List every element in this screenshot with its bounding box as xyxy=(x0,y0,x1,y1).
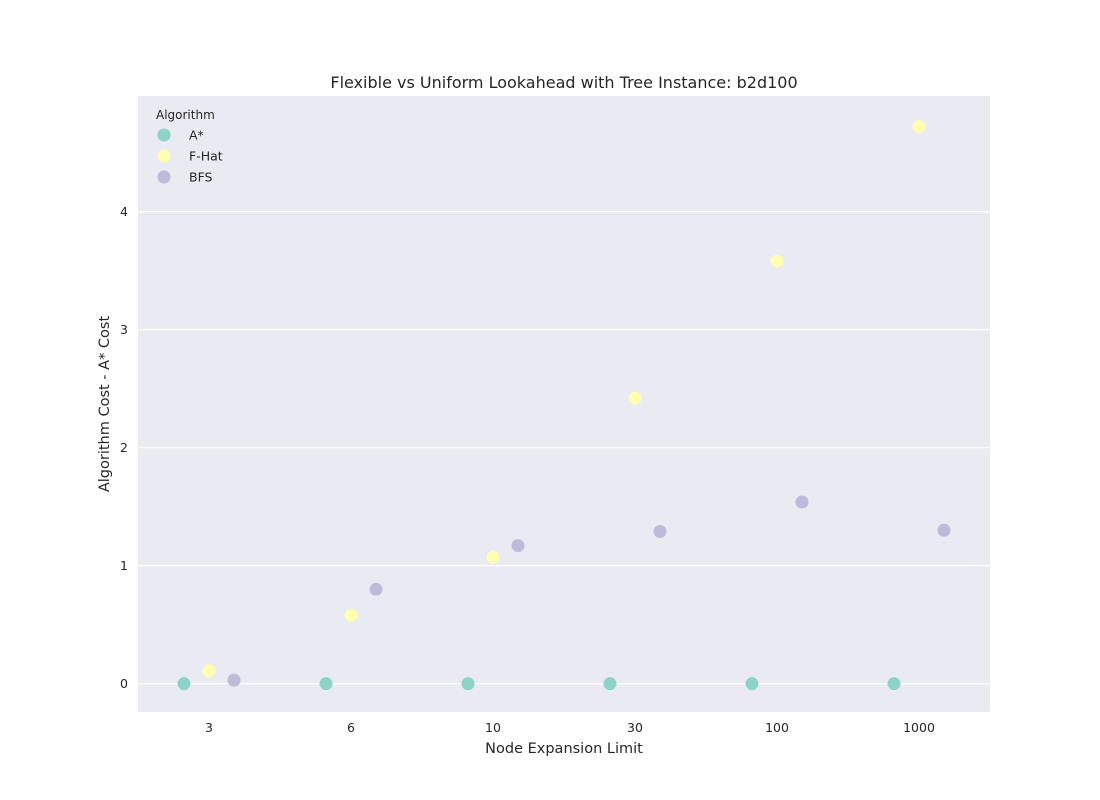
y-tick-label: 2 xyxy=(120,440,128,455)
data-point-fhat xyxy=(202,664,216,678)
data-point-fhat xyxy=(912,120,926,134)
legend-label: F-Hat xyxy=(189,149,223,164)
data-point-a xyxy=(319,677,333,691)
x-tick-labels: 3 6 10 30 100 1000 xyxy=(205,720,935,735)
legend-marker xyxy=(157,170,171,184)
x-tick-label: 3 xyxy=(205,720,213,735)
y-tick-label: 1 xyxy=(120,558,128,573)
chart-title: Flexible vs Uniform Lookahead with Tree … xyxy=(330,73,797,92)
data-point-a xyxy=(887,677,901,691)
plot-area xyxy=(138,96,990,712)
data-point-a xyxy=(461,677,475,691)
legend-marker xyxy=(157,128,171,142)
x-tick-label: 100 xyxy=(765,720,789,735)
y-tick-label: 3 xyxy=(120,322,128,337)
data-point-fhat xyxy=(344,608,358,622)
y-axis-label: Algorithm Cost - A* Cost xyxy=(97,316,113,493)
data-point-bfs xyxy=(937,523,951,537)
y-tick-label: 4 xyxy=(120,204,128,219)
legend: Algorithm A* F-Hat BFS xyxy=(156,108,223,185)
x-tick-label: 10 xyxy=(485,720,501,735)
data-point-fhat xyxy=(628,391,642,405)
data-points xyxy=(177,120,951,691)
x-axis-label: Node Expansion Limit xyxy=(485,741,643,757)
legend-marker xyxy=(157,149,171,163)
data-point-fhat xyxy=(486,550,500,564)
data-point-fhat xyxy=(770,254,784,268)
data-point-a xyxy=(177,677,191,691)
data-point-bfs xyxy=(227,673,241,687)
y-tick-labels: 0 1 2 3 4 xyxy=(120,204,128,691)
data-point-bfs xyxy=(795,495,809,509)
legend-title: Algorithm xyxy=(156,108,215,122)
legend-label: A* xyxy=(189,128,204,143)
data-point-bfs xyxy=(369,582,383,596)
x-tick-label: 6 xyxy=(347,720,355,735)
data-point-a xyxy=(745,677,759,691)
grid-lines xyxy=(138,211,990,685)
x-tick-label: 30 xyxy=(627,720,643,735)
legend-label: BFS xyxy=(189,170,213,185)
data-point-bfs xyxy=(653,524,667,538)
y-tick-label: 0 xyxy=(120,676,128,691)
data-point-a xyxy=(603,677,617,691)
x-tick-label: 1000 xyxy=(903,720,935,735)
data-point-bfs xyxy=(511,539,525,553)
